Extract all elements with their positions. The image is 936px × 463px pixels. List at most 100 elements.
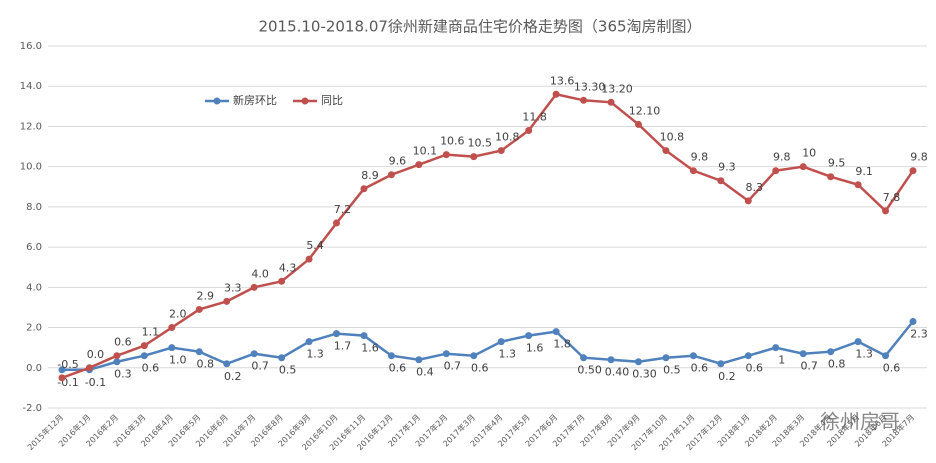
data-label: 11.8 bbox=[522, 110, 547, 123]
data-point bbox=[168, 344, 176, 352]
data-point bbox=[525, 126, 533, 134]
data-point bbox=[168, 324, 176, 332]
data-label: 9.3 bbox=[718, 161, 736, 174]
data-point bbox=[854, 338, 862, 346]
data-label: 0.6 bbox=[691, 362, 709, 375]
data-label: 0.5 bbox=[663, 364, 681, 377]
data-label: 0.7 bbox=[800, 360, 818, 373]
data-point bbox=[580, 96, 588, 104]
data-point bbox=[689, 167, 697, 175]
data-point bbox=[607, 356, 615, 364]
data-label: 9.8 bbox=[910, 151, 928, 164]
data-point bbox=[717, 360, 725, 368]
data-label: 13.30 bbox=[574, 80, 606, 93]
data-point bbox=[387, 352, 395, 360]
data-point bbox=[442, 151, 450, 159]
data-label: 1.6 bbox=[526, 342, 544, 355]
data-label: 9.8 bbox=[691, 151, 709, 164]
data-label: 4.3 bbox=[279, 261, 297, 274]
data-point bbox=[415, 161, 423, 169]
data-label: 4.0 bbox=[251, 267, 269, 280]
data-label: 0.5 bbox=[279, 364, 297, 377]
data-label: 2.3 bbox=[910, 328, 928, 341]
data-point bbox=[140, 342, 148, 350]
y-tick-label: 0.0 bbox=[26, 363, 42, 374]
series-line bbox=[62, 320, 914, 372]
data-point bbox=[278, 277, 286, 285]
data-point bbox=[497, 338, 505, 346]
data-label: 1.3 bbox=[498, 348, 516, 361]
data-point bbox=[854, 181, 862, 189]
data-label: 0.6 bbox=[142, 362, 160, 375]
data-point bbox=[85, 364, 93, 372]
data-label: 0.6 bbox=[746, 362, 764, 375]
data-point bbox=[799, 163, 807, 171]
data-label: 1.6 bbox=[361, 342, 379, 355]
data-label: 0.2 bbox=[718, 370, 736, 383]
data-label: 3.3 bbox=[224, 281, 242, 294]
data-point bbox=[634, 120, 642, 128]
data-label: 9.5 bbox=[828, 157, 846, 170]
data-label: 10 bbox=[802, 147, 816, 160]
y-tick-label: 4.0 bbox=[26, 282, 42, 293]
legend-marker bbox=[213, 97, 221, 105]
data-label: 9.1 bbox=[855, 165, 873, 178]
data-point bbox=[333, 219, 341, 227]
data-label: 13.6 bbox=[550, 74, 575, 87]
data-point bbox=[497, 147, 505, 155]
data-point bbox=[827, 173, 835, 181]
data-point bbox=[415, 356, 423, 364]
data-point bbox=[113, 358, 121, 366]
data-point bbox=[799, 350, 807, 358]
data-label: 0.40 bbox=[605, 366, 630, 379]
data-point bbox=[223, 297, 231, 305]
data-label: 0.8 bbox=[197, 358, 215, 371]
data-label: 0.3 bbox=[114, 368, 132, 381]
data-point bbox=[305, 255, 313, 263]
data-label: 1.3 bbox=[855, 348, 873, 361]
data-label: 8.3 bbox=[746, 181, 764, 194]
data-label: 10.5 bbox=[468, 137, 493, 150]
data-label: 1 bbox=[778, 354, 785, 367]
x-tick-label: 2015年12月 bbox=[25, 412, 65, 452]
data-label: -0.5 bbox=[57, 358, 78, 371]
data-point bbox=[333, 330, 341, 338]
data-label: 1.7 bbox=[334, 340, 352, 353]
data-point bbox=[882, 352, 890, 360]
data-point bbox=[662, 147, 670, 155]
data-label: 12.10 bbox=[629, 104, 661, 117]
data-label: 0.4 bbox=[416, 366, 434, 379]
data-point bbox=[58, 366, 66, 374]
data-point bbox=[552, 328, 560, 336]
data-label: 0.50 bbox=[577, 364, 602, 377]
data-label: 9.8 bbox=[773, 151, 791, 164]
y-tick-label: 2.0 bbox=[26, 323, 42, 334]
data-point bbox=[909, 167, 917, 175]
data-point bbox=[195, 348, 203, 356]
data-point bbox=[470, 153, 478, 161]
data-label: 13.20 bbox=[601, 82, 633, 95]
data-point bbox=[772, 167, 780, 175]
watermark: 徐州房哥 bbox=[820, 410, 900, 434]
data-point bbox=[223, 360, 231, 368]
data-label: -0.1 bbox=[85, 376, 106, 389]
chart-title: 2015.10-2018.07徐州新建商品住宅价格走势图（365淘房制图） bbox=[258, 18, 701, 36]
data-point bbox=[305, 338, 313, 346]
data-point bbox=[195, 305, 203, 313]
legend-label: 新房环比 bbox=[233, 93, 277, 107]
data-point bbox=[744, 197, 752, 205]
data-label: 10.8 bbox=[660, 131, 685, 144]
data-label: 10.6 bbox=[440, 135, 465, 148]
data-point bbox=[58, 374, 66, 382]
data-label: 5.4 bbox=[306, 239, 324, 252]
data-point bbox=[250, 350, 258, 358]
data-label: 0.6 bbox=[114, 336, 132, 349]
y-tick-label: 12.0 bbox=[20, 121, 42, 132]
data-label: 1.1 bbox=[142, 326, 160, 339]
data-point bbox=[525, 332, 533, 340]
y-tick-label: 10.0 bbox=[20, 162, 42, 173]
data-label: 7.8 bbox=[883, 191, 901, 204]
data-label: 10.8 bbox=[495, 131, 520, 144]
data-label: 0.7 bbox=[251, 360, 269, 373]
